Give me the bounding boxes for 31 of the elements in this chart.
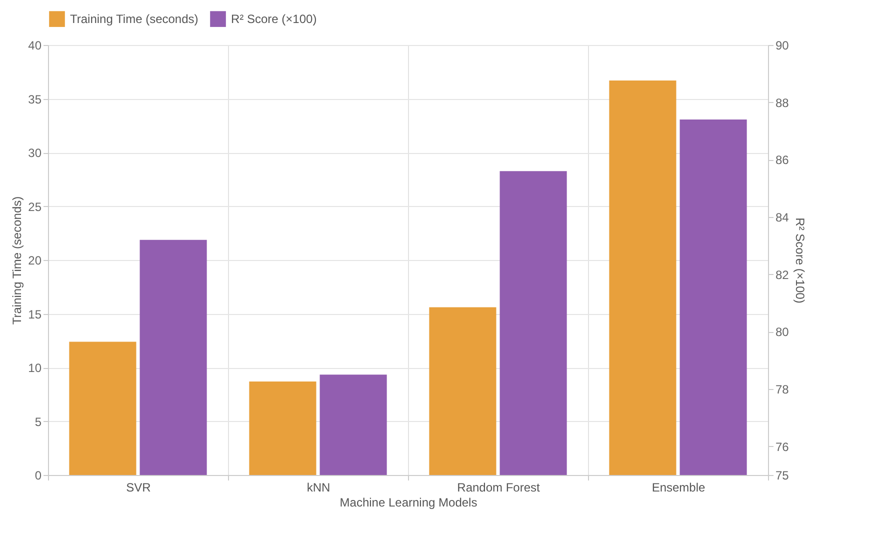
legend-label: Training Time (seconds) [70, 12, 198, 26]
y2-tick-label: 76 [776, 440, 790, 454]
x-tick-label: Random Forest [457, 480, 541, 494]
y2-tick-label: 75 [776, 468, 790, 482]
x-tick-label: Ensemble [652, 480, 706, 494]
y-tick-label: 0 [34, 468, 42, 482]
y2-tick-label: 90 [776, 38, 790, 52]
y-tick-label: 35 [28, 92, 42, 106]
x-tick-label: SVR [126, 480, 152, 494]
y2-tick-label: 80 [776, 325, 790, 340]
y-tick-label: 15 [28, 307, 42, 322]
x-tick-label: kNN [306, 480, 330, 494]
bar [609, 80, 676, 475]
y2-tick-label: 86 [776, 153, 790, 168]
y-tick-label: 20 [28, 254, 42, 268]
y-tick-label: 10 [28, 361, 42, 375]
y-axis-title: Training Time (seconds) [10, 196, 24, 325]
y-tick-label: 5 [34, 414, 42, 429]
legend-label: R² Score (×100) [231, 12, 317, 26]
y-tick-label: 30 [28, 146, 42, 160]
x-axis-title: Machine Learning Models [340, 496, 478, 510]
y2-tick-label: 84 [776, 210, 790, 224]
bar [429, 307, 496, 475]
bar [249, 381, 316, 475]
bar [69, 342, 136, 475]
y2-tick-label: 78 [776, 382, 790, 396]
y-tick-label: 40 [28, 38, 42, 52]
y2-tick-label: 88 [776, 96, 790, 110]
y2-tick-label: 82 [776, 268, 790, 282]
y-tick-label: 25 [28, 200, 42, 214]
y2-axis-title: R² Score (×100) [792, 218, 807, 304]
